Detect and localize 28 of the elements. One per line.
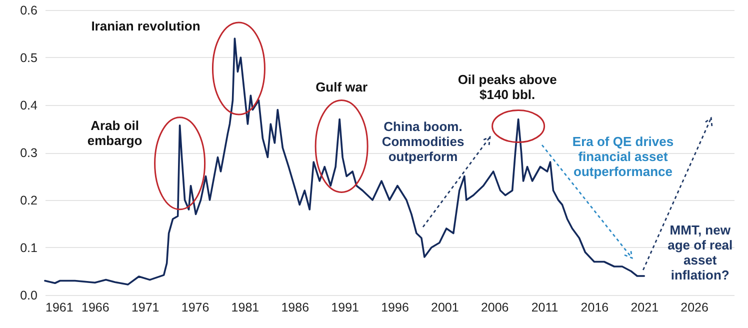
- x-tick-label: 2011: [531, 300, 558, 314]
- x-tick-label: 2006: [480, 300, 509, 314]
- y-tick-label: 0.2: [20, 194, 38, 208]
- annotation: Oil peaks above $140 bbl.: [458, 72, 557, 102]
- annotation: China boom. Commodities outperform: [382, 119, 464, 164]
- x-tick-label: 1996: [381, 300, 409, 314]
- x-tick-label: 1961: [46, 300, 74, 314]
- annotation: Era of QE drives financial asset outperformance: [572, 134, 674, 179]
- y-tick-label: 0.3: [20, 146, 38, 160]
- y-tick-label: 0.1: [20, 241, 38, 255]
- x-tick-label: 1966: [82, 300, 110, 314]
- y-tick-label: 0.4: [20, 98, 38, 112]
- x-tick-label: 1986: [281, 300, 310, 314]
- x-tick-label: 1981: [231, 300, 260, 314]
- x-tick-label: 1976: [181, 300, 210, 314]
- x-tick-label: 1991: [331, 300, 360, 314]
- y-tick-label: 0.5: [20, 51, 38, 65]
- annotation: Gulf war: [316, 79, 368, 94]
- annotation: Arab oil embargo: [87, 118, 142, 148]
- x-tick-label: 2016: [580, 300, 609, 314]
- x-tick-label: 2026: [680, 300, 709, 314]
- annotation: MMT, new age of real asset inflation?: [668, 222, 733, 282]
- annotation: Iranian revolution: [91, 18, 200, 34]
- x-tick-label: 2001: [431, 300, 459, 314]
- y-tick-label: 0.6: [20, 4, 38, 18]
- x-tick-label: 2021: [630, 300, 659, 314]
- y-tick-label: 0.0: [20, 288, 38, 302]
- x-tick-label: 1971: [131, 300, 160, 314]
